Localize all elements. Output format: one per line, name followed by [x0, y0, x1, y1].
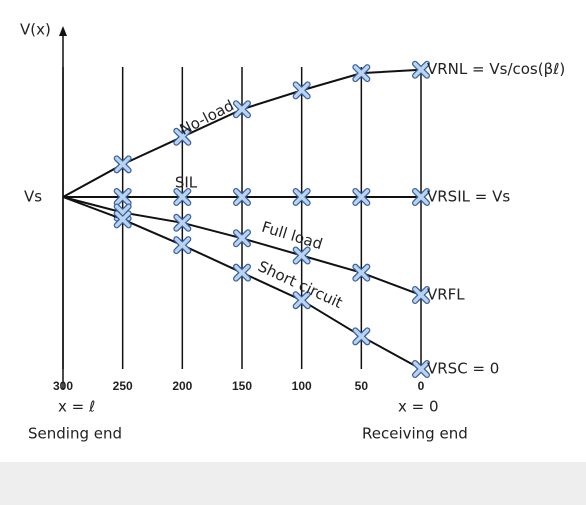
marker — [233, 229, 251, 248]
x-tick-label: 150 — [232, 379, 252, 393]
end-label: VRNL = Vs/cos(βℓ) — [427, 60, 565, 78]
marker — [352, 263, 371, 282]
marker — [173, 127, 192, 146]
x-note: x = ℓ — [58, 398, 95, 416]
end-label: VRSC = 0 — [427, 360, 499, 378]
marker-fill — [114, 211, 131, 228]
y-tick-label: Vs — [24, 188, 42, 206]
footer-band — [0, 462, 586, 505]
marker — [352, 327, 371, 346]
end-label: VRFL — [427, 286, 465, 304]
marker-fill — [353, 328, 370, 345]
series-label: No-load — [177, 96, 237, 138]
marker-fill — [413, 189, 429, 205]
marker — [412, 188, 430, 206]
x-tick-label: 0 — [418, 379, 425, 393]
marker-fill — [353, 189, 370, 205]
marker-fill — [293, 189, 310, 205]
marker-fill — [234, 230, 250, 247]
marker-fill — [234, 101, 250, 118]
marker — [173, 188, 192, 206]
marker-fill — [293, 247, 310, 264]
marker-fill — [293, 82, 310, 99]
marker — [412, 360, 430, 378]
marker — [352, 188, 371, 206]
marker — [352, 64, 371, 83]
x-tick-label: 300 — [53, 379, 73, 393]
x-end-label: Sending end — [28, 425, 122, 443]
marker — [113, 188, 132, 206]
marker — [233, 100, 251, 119]
marker-fill — [413, 361, 429, 377]
marker-fill — [174, 237, 191, 253]
x-tick-label: 200 — [172, 379, 192, 393]
x-note: x = 0 — [398, 398, 439, 416]
marker — [113, 155, 132, 174]
marker — [292, 246, 311, 265]
marker — [173, 213, 192, 232]
marker-fill — [234, 189, 250, 205]
marker — [233, 188, 251, 206]
x-tick-label: 100 — [292, 379, 312, 393]
marker — [292, 188, 311, 206]
marker-fill — [353, 264, 370, 281]
marker-fill — [174, 215, 191, 231]
marker-fill — [174, 189, 191, 205]
marker — [412, 286, 430, 305]
marker-fill — [174, 129, 191, 145]
x-end-label: Receiving end — [362, 425, 468, 443]
marker — [113, 210, 132, 229]
marker — [412, 60, 430, 79]
marker-fill — [413, 61, 429, 78]
marker — [173, 236, 192, 255]
series-label: Full load — [260, 218, 325, 253]
marker — [292, 291, 311, 310]
x-tick-label: 50 — [355, 379, 369, 393]
marker — [292, 81, 311, 100]
marker-fill — [353, 65, 370, 81]
end-label: VRSIL = Vs — [427, 188, 510, 206]
marker-fill — [293, 292, 310, 308]
marker-fill — [114, 156, 131, 173]
x-tick-label: 250 — [113, 379, 133, 393]
series-label: SIL — [175, 174, 198, 192]
y-axis-label: V(x) — [20, 21, 51, 39]
marker-fill — [234, 264, 250, 281]
marker-fill — [114, 189, 131, 205]
y-axis-arrow — [59, 26, 67, 36]
marker-fill — [413, 287, 429, 303]
marker — [233, 263, 251, 282]
